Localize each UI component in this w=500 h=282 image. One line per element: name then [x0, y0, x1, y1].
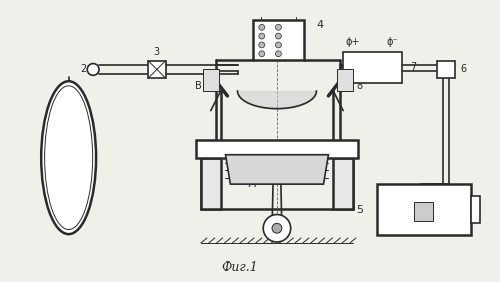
Circle shape	[259, 42, 264, 48]
Text: ϕ+: ϕ+	[346, 37, 360, 47]
Ellipse shape	[44, 86, 92, 230]
Text: 1: 1	[46, 153, 52, 163]
Circle shape	[272, 223, 282, 233]
Text: Фиг.1: Фиг.1	[222, 261, 258, 274]
Circle shape	[263, 215, 290, 242]
Bar	[343, 52, 402, 83]
Text: B: B	[194, 81, 202, 91]
Text: 6: 6	[460, 65, 467, 74]
Text: A: A	[248, 179, 256, 189]
Bar	[378, 184, 470, 235]
Circle shape	[259, 51, 264, 57]
Circle shape	[276, 33, 281, 39]
Bar	[201, 158, 220, 209]
Text: 2: 2	[80, 65, 86, 74]
Bar	[253, 20, 304, 60]
Bar	[414, 202, 434, 221]
Polygon shape	[226, 155, 328, 184]
Text: 8: 8	[356, 81, 363, 91]
Bar	[337, 69, 353, 91]
Circle shape	[259, 33, 264, 39]
Text: 3: 3	[154, 47, 160, 57]
Bar	[470, 196, 480, 223]
Text: 7: 7	[410, 63, 417, 72]
Bar	[437, 61, 455, 78]
Circle shape	[276, 24, 281, 30]
Ellipse shape	[41, 81, 96, 234]
Text: C: C	[229, 150, 236, 160]
Circle shape	[259, 24, 264, 30]
Text: 4: 4	[316, 20, 323, 30]
Bar	[196, 140, 358, 158]
Bar	[334, 158, 353, 209]
Text: 5: 5	[356, 205, 364, 215]
Circle shape	[88, 63, 99, 75]
Circle shape	[276, 51, 281, 57]
Text: ϕ⁻: ϕ⁻	[386, 37, 398, 47]
Bar	[148, 61, 166, 78]
Bar	[203, 69, 218, 91]
Circle shape	[276, 42, 281, 48]
